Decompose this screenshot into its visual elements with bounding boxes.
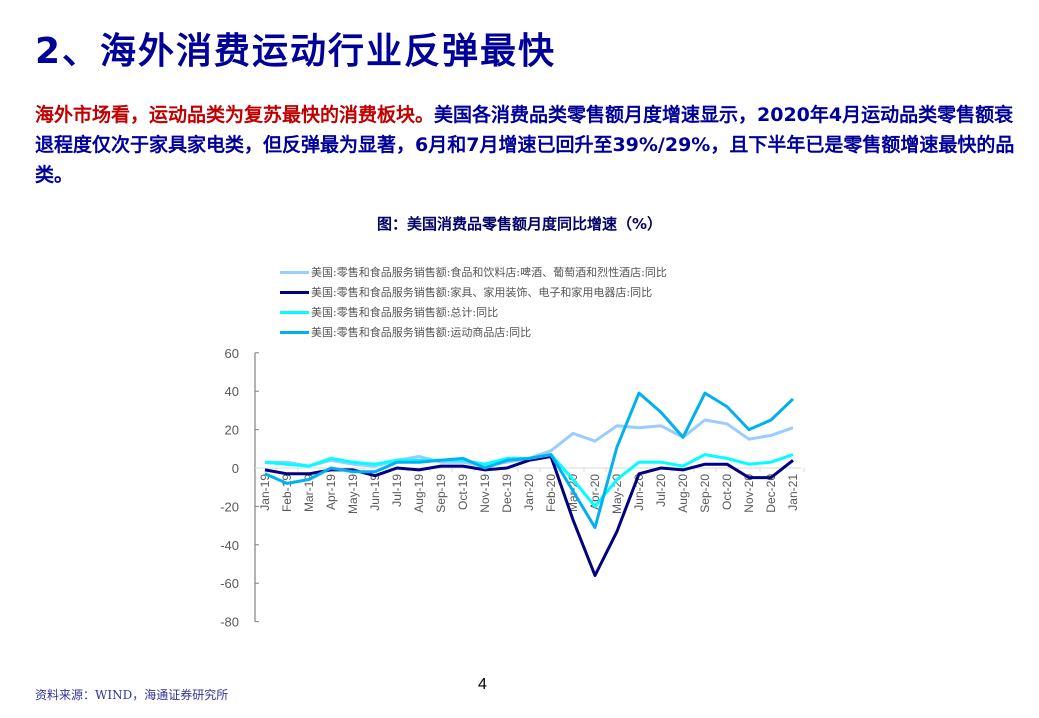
summary-highlight: 海外市场看，运动品类为复苏最快的消费板块。 [35,104,435,126]
y-tick-label: -20 [220,499,239,514]
page-title: 2、海外消费运动行业反弹最快 [35,31,557,72]
x-tick-label: Aug-20 [676,474,690,513]
x-tick-label: Sep-20 [698,474,712,513]
legend-item: 美国:零售和食品服务销售额:总计:同比 [280,302,667,322]
y-tick-label: -60 [220,576,239,591]
x-tick-label: Feb-19 [280,474,294,512]
x-tick-label: Nov-20 [742,474,756,513]
legend-swatch [280,270,309,274]
x-tick-label: Oct-19 [456,474,470,510]
legend-label: 美国:零售和食品服务销售额:总计:同比 [311,306,499,319]
x-tick-label: May-19 [346,474,360,514]
y-tick-label: 20 [225,423,239,438]
y-tick-label: -40 [220,538,239,553]
legend-item: 美国:零售和食品服务销售额:食品和饮料店:啤酒、葡萄酒和烈性酒店:同比 [280,262,667,282]
series-line [264,391,795,529]
x-tick-label: Jan-20 [522,474,536,511]
source-note: 资料来源：WIND，海通证券研究所 [35,688,229,702]
series-line [264,455,794,577]
legend-item: 美国:零售和食品服务销售额:家具、家用装饰、电子和家用电器店:同比 [280,282,667,302]
y-tick-label: 60 [225,346,239,361]
y-tick-label: 0 [232,461,239,476]
x-tick-label: Feb-20 [544,474,558,512]
x-tick-label: Jun-20 [632,474,646,511]
legend-swatch [280,290,309,294]
legend-label: 美国:零售和食品服务销售额:运动商品店:同比 [311,326,532,339]
y-tick-label: 40 [225,384,239,399]
x-tick-label: Dec-19 [500,474,514,513]
x-tick-label: Aug-19 [412,474,426,513]
x-tick-label: Mar-19 [302,474,316,512]
x-tick-label: Jan-19 [258,474,272,511]
x-tick-label: Jan-21 [786,474,800,511]
x-tick-label: Jul-20 [654,474,668,507]
legend-label: 美国:零售和食品服务销售额:食品和饮料店:啤酒、葡萄酒和烈性酒店:同比 [311,266,667,279]
x-tick-label: Nov-19 [478,474,492,513]
chart-title: 图：美国消费品零售额月度同比增速（%） [376,215,663,233]
legend-label: 美国:零售和食品服务销售额:家具、家用装饰、电子和家用电器店:同比 [311,286,653,299]
summary-paragraph: 海外市场看，运动品类为复苏最快的消费板块。美国各消费品类零售额月度增速显示，20… [35,100,1025,190]
page-number: 4 [478,676,487,693]
x-tick-label: Jun-19 [368,474,382,511]
y-tick-label: -80 [220,615,239,630]
x-tick-label: Apr-19 [324,474,338,510]
legend-swatch [280,310,309,314]
legend-swatch [280,330,309,334]
x-tick-label: Oct-20 [720,474,734,510]
summary-body: 美国各消费品类零售额月度增速显示，2020年4月运动品类零售额衰退程度仅次于家具… [35,104,1015,186]
chart-legend: 美国:零售和食品服务销售额:食品和饮料店:啤酒、葡萄酒和烈性酒店:同比 美国:零售… [280,262,667,342]
x-tick-label: Sep-19 [434,474,448,513]
x-tick-label: Dec-20 [764,474,778,513]
legend-item: 美国:零售和食品服务销售额:运动商品店:同比 [280,322,667,342]
x-tick-label: Jul-19 [390,474,404,507]
